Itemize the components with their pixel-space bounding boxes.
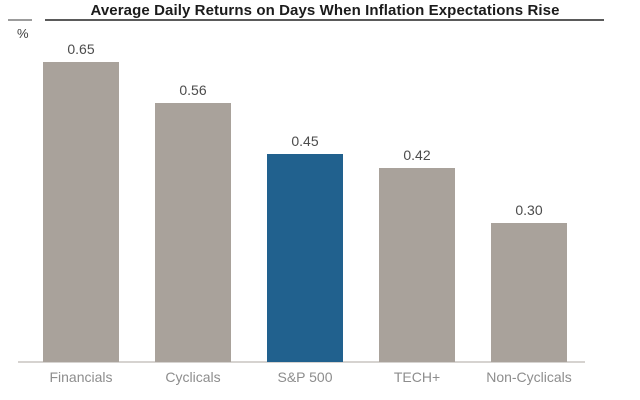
title-underline-rule — [45, 19, 604, 21]
bar-cyclicals — [155, 103, 231, 362]
value-label-cyclicals: 0.56 — [179, 82, 207, 98]
category-label-non-cyclicals: Non-Cyclicals — [486, 369, 572, 385]
value-label-financials: 0.65 — [67, 41, 95, 57]
category-label-s-p-500: S&P 500 — [277, 369, 333, 385]
bar-s-p-500 — [267, 154, 343, 362]
value-label-non-cyclicals: 0.30 — [515, 202, 543, 218]
y-axis-unit-label: % — [17, 26, 29, 41]
category-label-cyclicals: Cyclicals — [165, 369, 221, 385]
bar-non-cyclicals — [491, 223, 567, 362]
y-axis-unit-rule — [8, 19, 32, 21]
value-label-s-p-500: 0.45 — [291, 133, 319, 149]
category-label-tech: TECH+ — [393, 369, 441, 385]
category-label-financials: Financials — [49, 369, 113, 385]
value-label-tech: 0.42 — [403, 147, 431, 163]
bar-financials — [43, 62, 119, 362]
chart-title: Average Daily Returns on Days When Infla… — [90, 2, 560, 19]
bar-tech — [379, 168, 455, 362]
x-axis-baseline — [18, 361, 585, 363]
